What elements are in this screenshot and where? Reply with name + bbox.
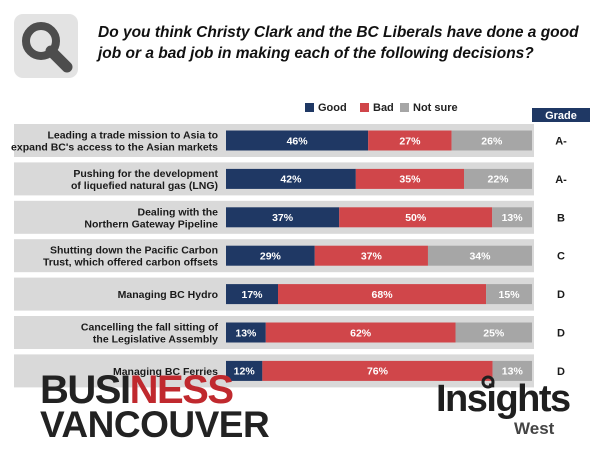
legend-swatch-good <box>305 103 314 112</box>
data-label-not-sure: 25% <box>483 327 505 339</box>
logo-text-busi: BUSI <box>40 368 131 412</box>
legend-label-not-sure: Not sure <box>413 102 458 114</box>
bar-segment-good <box>226 207 340 228</box>
data-label-good: 29% <box>260 251 282 263</box>
grade-header-box <box>532 108 590 122</box>
grade-value: A- <box>555 136 567 148</box>
bar-segment-bad <box>339 207 493 228</box>
logo-text-insights: Insights <box>436 378 571 420</box>
grade-value: A- <box>555 174 567 186</box>
magnifier-icon <box>14 14 78 78</box>
logo-magnifier-icon <box>481 375 495 389</box>
insights-west-logo: Insights West <box>436 378 586 440</box>
bar-segment-bad <box>262 360 493 381</box>
data-label-good: 12% <box>234 366 256 378</box>
grade-value: C <box>557 251 565 263</box>
grade-value: B <box>557 212 565 224</box>
data-label-bad: 37% <box>361 251 383 263</box>
bar-segment-good <box>226 130 369 151</box>
data-label-not-sure: 26% <box>481 135 503 147</box>
bar-segment-not-sure <box>451 130 532 151</box>
bar-segment-not-sure <box>486 284 532 305</box>
category-label-line: Managing BC Hydro <box>118 289 218 301</box>
bar-segment-bad <box>314 245 428 266</box>
category-label-line: the Legislative Assembly <box>93 334 218 346</box>
data-label-good: 17% <box>242 289 264 301</box>
bar-segment-not-sure <box>492 360 532 381</box>
grade-value: D <box>557 289 565 301</box>
bar-segment-not-sure <box>492 207 532 228</box>
grade-header-label: Grade <box>545 110 577 122</box>
business-vancouver-logo: BUSINESS VANCOUVER <box>40 370 270 445</box>
bar-segment-good <box>226 245 315 266</box>
category-label: Dealing with the Northern Gateway Pipelin… <box>84 206 218 230</box>
category-label: Cancelling the fall sitting of the Legisl… <box>81 322 219 346</box>
data-label-not-sure: 13% <box>502 212 524 224</box>
data-label-not-sure: 13% <box>502 366 524 378</box>
category-label: Pushing for the development of liquefied … <box>71 168 219 192</box>
legend-swatch-bad <box>360 103 369 112</box>
legend-label-bad: Bad <box>373 102 394 114</box>
data-label-not-sure: 15% <box>499 289 521 301</box>
bar-segment-bad <box>368 130 452 151</box>
bar-segment-good <box>226 360 263 381</box>
logo-text-vancouver: VANCOUVER <box>40 404 270 445</box>
data-label-good: 37% <box>272 212 294 224</box>
category-label-line: expand BC's access to the Asian markets <box>11 142 218 154</box>
category-label-line: Leading a trade mission to Asia to <box>47 130 218 142</box>
category-label: Leading a trade mission to Asia to expand… <box>11 130 218 154</box>
grade-value: D <box>557 328 565 340</box>
data-label-bad: 35% <box>399 174 421 186</box>
category-label-line: of liquefied natural gas (LNG) <box>71 180 218 192</box>
data-label-bad: 50% <box>405 212 427 224</box>
category-label-line: Pushing for the development <box>73 168 218 180</box>
category-label-line: Managing BC Ferries <box>113 366 218 378</box>
category-label-line: Dealing with the <box>137 206 218 218</box>
legend-label-good: Good <box>318 102 347 114</box>
logo-text-west: West <box>514 419 555 438</box>
bar-segment-bad <box>355 168 464 189</box>
data-label-good: 42% <box>280 174 302 186</box>
bar-segment-good <box>226 284 279 305</box>
bar-segment-not-sure <box>455 322 532 343</box>
data-label-good: 46% <box>287 135 309 147</box>
question-title: Do you think Christy Clark and the BC Li… <box>98 24 579 62</box>
category-label: Shutting down the Pacific Carbon Trust, w… <box>43 245 218 269</box>
category-label: Managing BC Ferries <box>113 366 218 378</box>
grade-value: D <box>557 366 565 378</box>
data-label-not-sure: 22% <box>487 174 509 186</box>
category-label-line: Trust, which offered carbon offsets <box>43 257 218 269</box>
data-label-good: 13% <box>235 327 257 339</box>
bar-segment-not-sure <box>464 168 532 189</box>
bar-segment-good <box>226 322 266 343</box>
data-label-bad: 76% <box>367 366 389 378</box>
data-label-bad: 62% <box>350 327 372 339</box>
bar-segment-bad <box>278 284 487 305</box>
category-label-line: Northern Gateway Pipeline <box>84 218 218 230</box>
data-label-not-sure: 34% <box>469 251 491 263</box>
category-label: Managing BC Hydro <box>118 289 218 301</box>
bar-segment-bad <box>265 322 456 343</box>
bar-segment-not-sure <box>427 245 532 266</box>
logo-text-ness: NESS <box>129 368 234 412</box>
bar-segment-good <box>226 168 356 189</box>
category-label-line: Cancelling the fall sitting of <box>81 322 219 334</box>
legend-swatch-not-sure <box>400 103 409 112</box>
data-label-bad: 68% <box>372 289 394 301</box>
category-label-line: Shutting down the Pacific Carbon <box>50 245 218 257</box>
data-label-bad: 27% <box>399 135 421 147</box>
